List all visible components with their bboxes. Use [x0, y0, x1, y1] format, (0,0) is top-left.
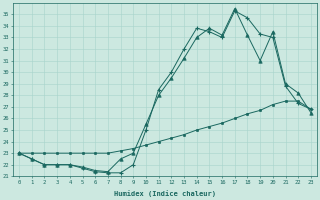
- X-axis label: Humidex (Indice chaleur): Humidex (Indice chaleur): [114, 190, 216, 197]
